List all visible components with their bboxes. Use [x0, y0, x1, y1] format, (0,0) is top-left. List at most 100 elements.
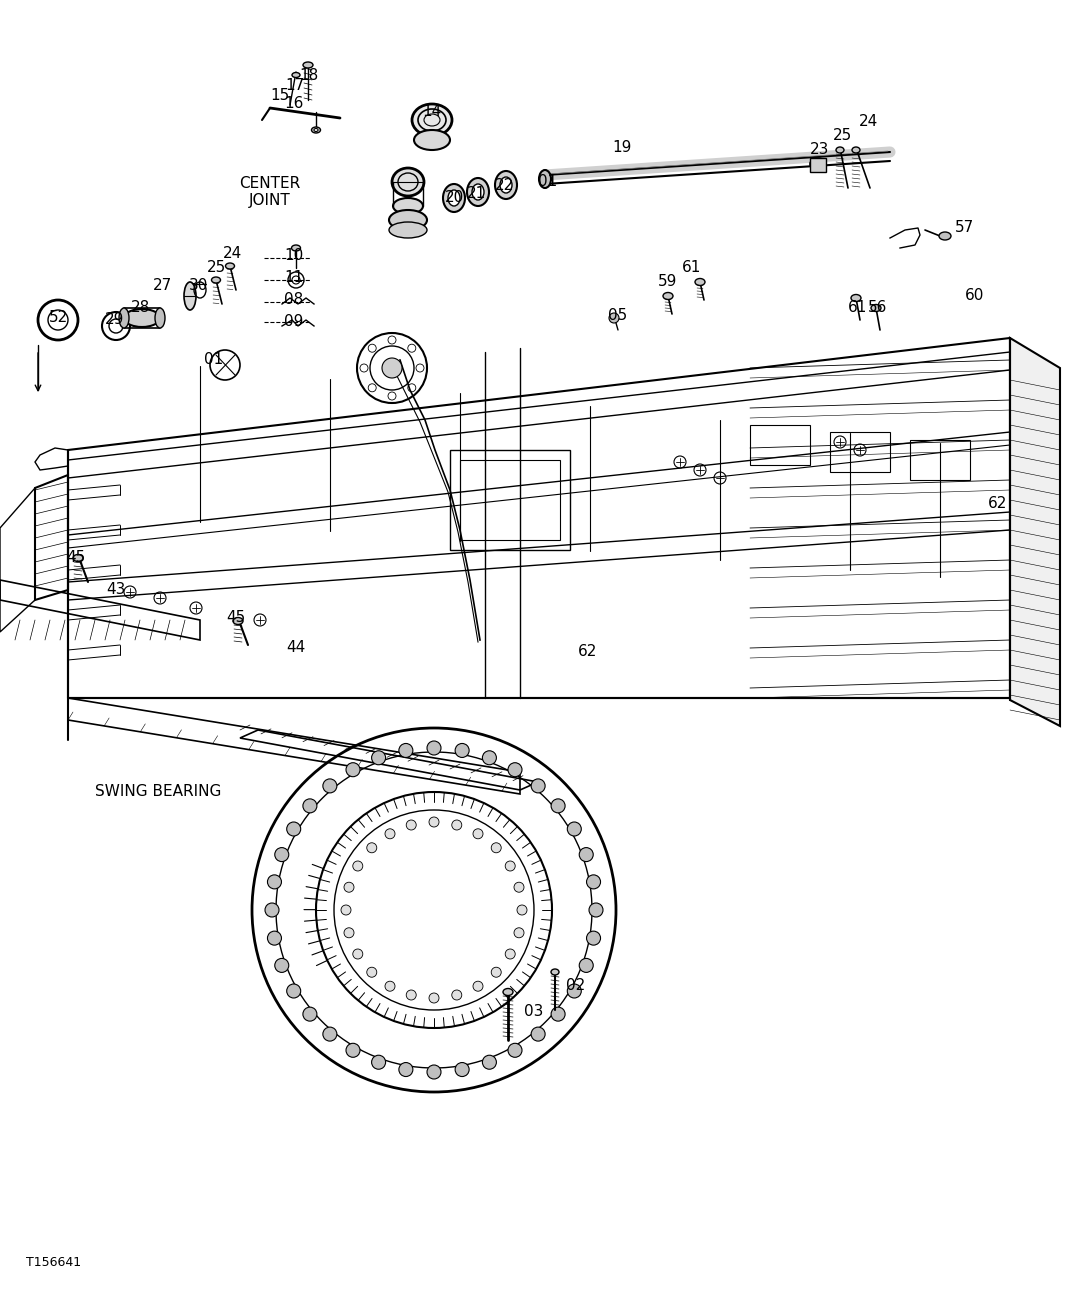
Text: 24: 24 — [859, 115, 877, 129]
Circle shape — [482, 751, 496, 764]
Text: 08: 08 — [285, 292, 303, 308]
Ellipse shape — [871, 305, 880, 312]
Text: 27: 27 — [153, 279, 173, 293]
Ellipse shape — [810, 158, 827, 170]
Bar — [460, 460, 560, 540]
Text: 43: 43 — [107, 583, 125, 597]
Text: 61: 61 — [848, 300, 868, 316]
Ellipse shape — [443, 184, 465, 213]
Ellipse shape — [695, 279, 705, 286]
Circle shape — [385, 981, 395, 991]
Circle shape — [344, 927, 354, 938]
Ellipse shape — [119, 308, 129, 329]
Ellipse shape — [73, 554, 83, 562]
Ellipse shape — [226, 263, 234, 269]
Circle shape — [505, 861, 515, 871]
Circle shape — [303, 799, 317, 812]
Circle shape — [427, 1065, 441, 1078]
Text: 59: 59 — [658, 275, 678, 289]
Circle shape — [473, 981, 483, 991]
Text: 25: 25 — [206, 261, 226, 275]
Text: 61: 61 — [682, 261, 701, 275]
Circle shape — [323, 778, 337, 793]
Ellipse shape — [467, 179, 489, 206]
Circle shape — [268, 875, 282, 889]
Text: 60: 60 — [966, 288, 985, 304]
Text: 01: 01 — [204, 352, 223, 368]
Circle shape — [609, 313, 619, 323]
Circle shape — [508, 1043, 522, 1058]
Text: 09: 09 — [284, 314, 303, 330]
Text: 19: 19 — [612, 141, 631, 155]
Ellipse shape — [303, 63, 313, 68]
Ellipse shape — [495, 171, 517, 200]
Circle shape — [399, 743, 413, 758]
Text: 15: 15 — [271, 89, 289, 103]
Circle shape — [344, 883, 354, 892]
Ellipse shape — [393, 198, 423, 214]
Circle shape — [303, 1007, 317, 1021]
Ellipse shape — [211, 276, 220, 283]
Ellipse shape — [503, 988, 513, 995]
Circle shape — [427, 741, 441, 755]
Circle shape — [531, 778, 545, 793]
Text: 01: 01 — [538, 175, 558, 189]
Text: 21: 21 — [466, 186, 486, 202]
Circle shape — [382, 359, 402, 378]
Ellipse shape — [500, 177, 513, 193]
Circle shape — [508, 763, 522, 777]
Circle shape — [353, 949, 363, 958]
Circle shape — [265, 902, 279, 917]
Bar — [750, 425, 810, 464]
Ellipse shape — [540, 170, 551, 188]
Circle shape — [323, 1028, 337, 1041]
Circle shape — [275, 958, 289, 973]
Ellipse shape — [233, 618, 243, 625]
Circle shape — [406, 820, 416, 831]
Text: 29: 29 — [106, 313, 125, 327]
Ellipse shape — [292, 73, 300, 77]
Circle shape — [589, 902, 603, 917]
Text: 02: 02 — [566, 978, 586, 994]
Circle shape — [491, 968, 502, 977]
Circle shape — [353, 861, 363, 871]
Circle shape — [346, 1043, 360, 1058]
Circle shape — [452, 990, 462, 1000]
Ellipse shape — [390, 210, 427, 230]
Text: 45: 45 — [227, 610, 246, 626]
Ellipse shape — [551, 969, 559, 975]
Circle shape — [346, 763, 360, 777]
Ellipse shape — [472, 184, 484, 200]
Bar — [450, 450, 570, 550]
Text: 05: 05 — [609, 309, 628, 323]
Circle shape — [385, 829, 395, 838]
Circle shape — [367, 968, 377, 977]
Text: 20: 20 — [445, 190, 464, 206]
Text: 25: 25 — [832, 129, 851, 143]
Ellipse shape — [185, 282, 196, 310]
Circle shape — [399, 1063, 413, 1077]
Circle shape — [371, 1055, 385, 1069]
Circle shape — [587, 931, 601, 945]
Circle shape — [455, 1063, 469, 1077]
Polygon shape — [1010, 338, 1060, 726]
Ellipse shape — [412, 104, 452, 136]
Circle shape — [491, 842, 502, 853]
Circle shape — [579, 958, 593, 973]
Circle shape — [482, 1055, 496, 1069]
Ellipse shape — [836, 147, 844, 153]
Bar — [810, 158, 827, 172]
Bar — [910, 441, 970, 480]
Ellipse shape — [390, 222, 427, 239]
Circle shape — [371, 751, 385, 764]
Circle shape — [579, 848, 593, 862]
Ellipse shape — [124, 309, 160, 327]
Text: T156641: T156641 — [27, 1256, 82, 1269]
Text: 24: 24 — [222, 246, 242, 262]
Text: 62: 62 — [578, 644, 598, 660]
Text: 52: 52 — [49, 310, 68, 326]
Ellipse shape — [392, 168, 424, 196]
Text: 11: 11 — [285, 270, 303, 284]
Circle shape — [517, 905, 527, 915]
Text: 30: 30 — [189, 278, 208, 292]
